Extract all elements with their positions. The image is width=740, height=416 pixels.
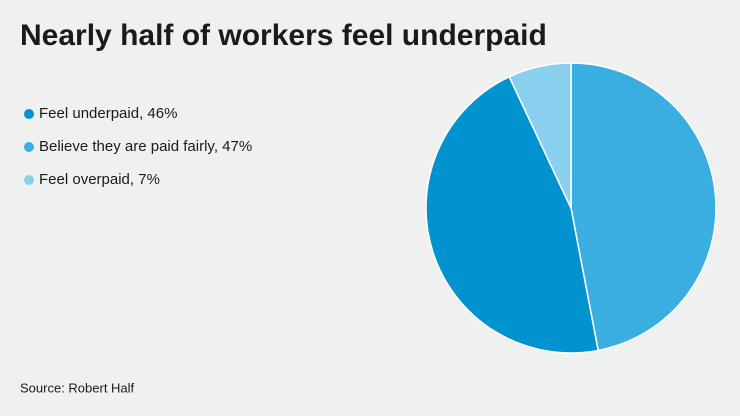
legend-marker bbox=[24, 142, 34, 152]
pie-slice bbox=[508, 62, 572, 209]
pie-slice bbox=[570, 62, 717, 352]
source: Source: Robert Half bbox=[20, 380, 135, 395]
legend-marker bbox=[24, 175, 34, 185]
legend-marker bbox=[24, 109, 34, 119]
legend-label: Believe they are paid fairly, 47% bbox=[39, 138, 252, 155]
legend-label: Feel underpaid, 46% bbox=[39, 105, 177, 122]
chart-title: Nearly half of workers feel underpaid bbox=[20, 19, 547, 52]
pie-slice bbox=[425, 75, 600, 354]
legend-label: Feel overpaid, 7% bbox=[39, 171, 160, 188]
